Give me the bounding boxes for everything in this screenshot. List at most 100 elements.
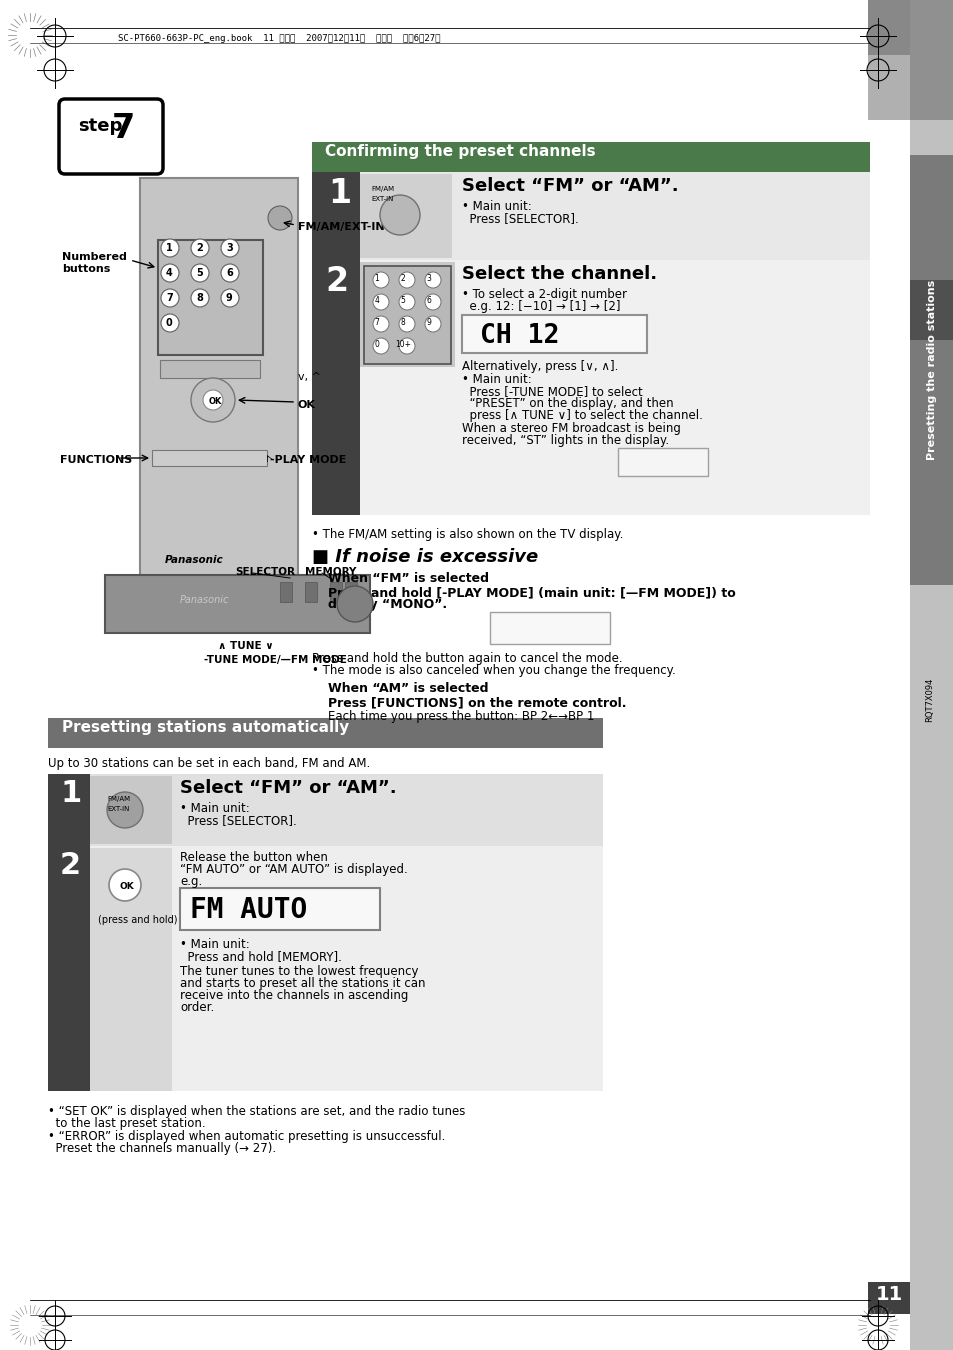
Text: EXT-IN: EXT-IN bbox=[107, 806, 130, 811]
Text: ∧ TUNE ∨: ∧ TUNE ∨ bbox=[218, 641, 274, 651]
Bar bbox=[158, 240, 263, 355]
Bar bbox=[345, 582, 356, 602]
Bar bbox=[280, 582, 292, 602]
Bar bbox=[364, 266, 451, 364]
Text: 11: 11 bbox=[875, 1285, 902, 1304]
Text: step: step bbox=[78, 117, 122, 135]
Text: 9: 9 bbox=[226, 293, 233, 302]
Text: RQT7X094: RQT7X094 bbox=[924, 678, 934, 722]
Bar bbox=[105, 575, 370, 583]
Text: 2: 2 bbox=[325, 265, 348, 298]
Text: 6: 6 bbox=[426, 296, 431, 305]
Text: FM AUTO: FM AUTO bbox=[190, 896, 307, 923]
Text: 1: 1 bbox=[375, 274, 379, 284]
Circle shape bbox=[336, 586, 373, 622]
Text: OK: OK bbox=[297, 400, 315, 410]
Text: • Main unit:: • Main unit: bbox=[180, 802, 250, 815]
Text: 6: 6 bbox=[226, 269, 233, 278]
Bar bbox=[48, 774, 90, 846]
Text: When “AM” is selected: When “AM” is selected bbox=[328, 682, 488, 695]
Text: 10+: 10+ bbox=[395, 340, 411, 350]
Bar bbox=[148, 188, 290, 228]
Text: • “SET OK” is displayed when the stations are set, and the radio tunes: • “SET OK” is displayed when the station… bbox=[48, 1106, 465, 1118]
Text: 8: 8 bbox=[400, 319, 405, 327]
Text: FM/AM: FM/AM bbox=[371, 186, 394, 192]
Text: EXT-IN: EXT-IN bbox=[371, 196, 393, 202]
Circle shape bbox=[191, 239, 209, 256]
Circle shape bbox=[191, 289, 209, 306]
Text: 2: 2 bbox=[60, 850, 81, 880]
Text: 5: 5 bbox=[195, 269, 203, 278]
Bar bbox=[867, 1282, 909, 1314]
Bar bbox=[90, 776, 172, 844]
Text: Alternatively, press [∨, ∧].: Alternatively, press [∨, ∧]. bbox=[461, 360, 618, 373]
Text: 1: 1 bbox=[60, 779, 81, 809]
Text: order.: order. bbox=[180, 1000, 214, 1014]
Bar bbox=[280, 582, 292, 602]
Text: FM/AM: FM/AM bbox=[107, 796, 130, 802]
Text: Press and hold [MEMORY].: Press and hold [MEMORY]. bbox=[180, 950, 341, 963]
Text: The tuner tunes to the lowest frequency: The tuner tunes to the lowest frequency bbox=[180, 965, 418, 977]
Text: OK: OK bbox=[209, 397, 222, 406]
Text: SELECTOR: SELECTOR bbox=[234, 567, 294, 576]
Text: “PRESET” on the display, and then: “PRESET” on the display, and then bbox=[461, 397, 673, 410]
Text: ■ If noise is excessive: ■ If noise is excessive bbox=[312, 548, 537, 566]
Text: Presetting the radio stations: Presetting the radio stations bbox=[926, 279, 936, 460]
Text: 7: 7 bbox=[112, 112, 135, 144]
Text: • To select a 2-digit number: • To select a 2-digit number bbox=[461, 288, 626, 301]
Text: and starts to preset all the stations it can: and starts to preset all the stations it… bbox=[180, 977, 425, 990]
Bar bbox=[330, 582, 341, 602]
Text: e.g.: e.g. bbox=[180, 875, 202, 888]
Bar bbox=[152, 450, 267, 466]
Text: Panasonic: Panasonic bbox=[165, 555, 223, 566]
Text: Select “FM” or “AM”.: Select “FM” or “AM”. bbox=[461, 177, 678, 194]
Text: -PLAY MODE: -PLAY MODE bbox=[270, 455, 346, 464]
Bar bbox=[909, 279, 953, 340]
Bar bbox=[140, 178, 297, 578]
Bar bbox=[305, 582, 316, 602]
Text: Press [SELECTOR].: Press [SELECTOR]. bbox=[461, 212, 578, 225]
Bar bbox=[461, 315, 646, 352]
Text: 1: 1 bbox=[328, 177, 351, 211]
Circle shape bbox=[424, 294, 440, 310]
Text: When “FM” is selected: When “FM” is selected bbox=[328, 572, 489, 585]
Circle shape bbox=[268, 207, 292, 230]
Text: CH 12: CH 12 bbox=[479, 323, 558, 350]
Circle shape bbox=[373, 316, 389, 332]
Text: MEMORY: MEMORY bbox=[305, 567, 356, 576]
Bar bbox=[909, 0, 953, 120]
Bar bbox=[305, 582, 316, 602]
Circle shape bbox=[424, 271, 440, 288]
Circle shape bbox=[398, 271, 415, 288]
Text: Numbered
buttons: Numbered buttons bbox=[62, 252, 127, 274]
Bar bbox=[312, 142, 869, 171]
Bar bbox=[48, 718, 602, 748]
Circle shape bbox=[161, 289, 179, 306]
Bar bbox=[867, 0, 909, 120]
Text: Each time you press the button: BP 2←→BP 1: Each time you press the button: BP 2←→BP… bbox=[328, 710, 594, 724]
Text: Confirming the preset channels: Confirming the preset channels bbox=[325, 144, 595, 159]
Bar bbox=[48, 846, 602, 1091]
Text: • Main unit:: • Main unit: bbox=[461, 373, 531, 386]
Text: 3: 3 bbox=[226, 243, 233, 252]
FancyBboxPatch shape bbox=[59, 99, 163, 174]
Text: 4: 4 bbox=[375, 296, 379, 305]
Circle shape bbox=[221, 265, 239, 282]
Bar bbox=[140, 178, 297, 578]
Bar bbox=[312, 171, 359, 261]
Circle shape bbox=[221, 289, 239, 306]
Text: Select the channel.: Select the channel. bbox=[461, 265, 657, 284]
Text: FM/AM/EXT-IN: FM/AM/EXT-IN bbox=[297, 221, 384, 232]
Circle shape bbox=[424, 316, 440, 332]
Text: 2: 2 bbox=[400, 274, 405, 284]
Text: Press [FUNCTIONS] on the remote control.: Press [FUNCTIONS] on the remote control. bbox=[328, 697, 626, 709]
Circle shape bbox=[161, 265, 179, 282]
Circle shape bbox=[191, 265, 209, 282]
Text: Press and hold the button again to cancel the mode.: Press and hold the button again to cance… bbox=[312, 652, 622, 666]
Text: receive into the channels in ascending: receive into the channels in ascending bbox=[180, 990, 408, 1002]
Circle shape bbox=[398, 294, 415, 310]
Text: 7: 7 bbox=[375, 319, 379, 327]
Circle shape bbox=[379, 194, 419, 235]
Bar bbox=[359, 262, 455, 367]
Text: Release the button when: Release the button when bbox=[180, 850, 328, 864]
